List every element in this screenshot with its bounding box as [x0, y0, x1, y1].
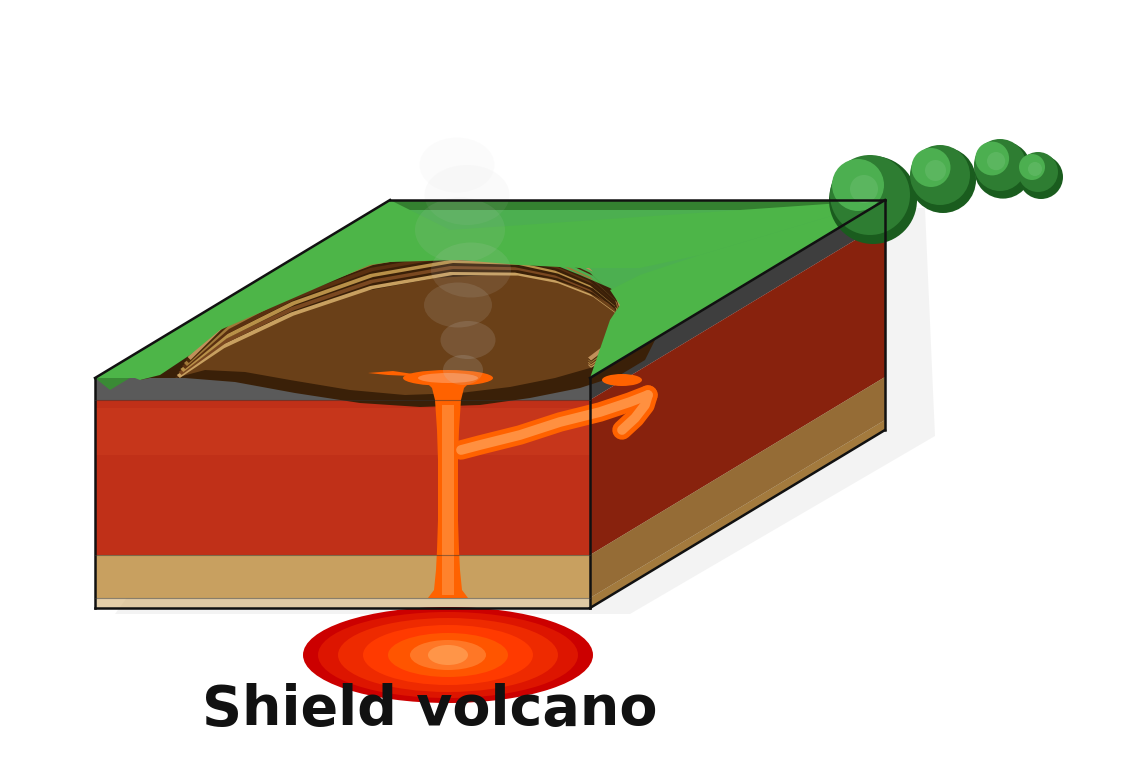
Ellipse shape	[428, 645, 469, 665]
Polygon shape	[591, 377, 885, 598]
Ellipse shape	[1028, 162, 1042, 176]
Ellipse shape	[976, 141, 1009, 176]
Ellipse shape	[440, 321, 496, 359]
Polygon shape	[177, 272, 625, 378]
Ellipse shape	[415, 198, 505, 262]
Ellipse shape	[850, 175, 878, 203]
Ellipse shape	[912, 148, 951, 187]
Polygon shape	[179, 266, 625, 375]
Polygon shape	[591, 200, 885, 608]
Polygon shape	[115, 208, 935, 614]
Polygon shape	[140, 255, 656, 407]
Ellipse shape	[388, 633, 508, 677]
Ellipse shape	[303, 607, 593, 703]
Ellipse shape	[404, 370, 492, 386]
Polygon shape	[184, 248, 625, 366]
Ellipse shape	[337, 618, 557, 692]
Ellipse shape	[424, 283, 492, 328]
Polygon shape	[195, 200, 885, 320]
Ellipse shape	[1018, 152, 1058, 192]
Ellipse shape	[363, 625, 534, 685]
Ellipse shape	[431, 242, 511, 297]
Text: Shield volcano: Shield volcano	[202, 683, 658, 737]
Polygon shape	[591, 222, 885, 555]
Polygon shape	[95, 408, 591, 455]
Polygon shape	[95, 555, 591, 598]
Polygon shape	[424, 380, 472, 598]
Polygon shape	[180, 260, 625, 372]
Polygon shape	[390, 200, 885, 210]
Polygon shape	[95, 400, 591, 555]
Polygon shape	[95, 378, 591, 400]
Polygon shape	[186, 242, 625, 363]
Polygon shape	[591, 420, 885, 608]
Ellipse shape	[1019, 154, 1045, 180]
Ellipse shape	[830, 155, 910, 235]
Ellipse shape	[443, 355, 483, 385]
Ellipse shape	[420, 138, 495, 192]
Ellipse shape	[987, 152, 1005, 170]
Polygon shape	[95, 200, 885, 378]
Ellipse shape	[410, 640, 486, 670]
Ellipse shape	[910, 145, 970, 205]
Polygon shape	[591, 200, 885, 400]
Ellipse shape	[910, 147, 976, 213]
Polygon shape	[182, 254, 625, 369]
Polygon shape	[176, 274, 628, 395]
Ellipse shape	[418, 373, 478, 383]
Polygon shape	[95, 598, 591, 608]
Ellipse shape	[975, 141, 1032, 198]
Polygon shape	[591, 200, 885, 378]
Ellipse shape	[832, 159, 884, 211]
Ellipse shape	[925, 160, 946, 181]
Ellipse shape	[424, 165, 510, 225]
Ellipse shape	[318, 612, 578, 698]
Polygon shape	[95, 200, 450, 380]
Ellipse shape	[602, 374, 642, 386]
Ellipse shape	[1019, 155, 1062, 199]
Ellipse shape	[974, 139, 1026, 191]
Polygon shape	[368, 371, 413, 376]
Ellipse shape	[829, 156, 917, 244]
Polygon shape	[442, 405, 454, 595]
Polygon shape	[188, 236, 625, 360]
Polygon shape	[95, 200, 405, 390]
